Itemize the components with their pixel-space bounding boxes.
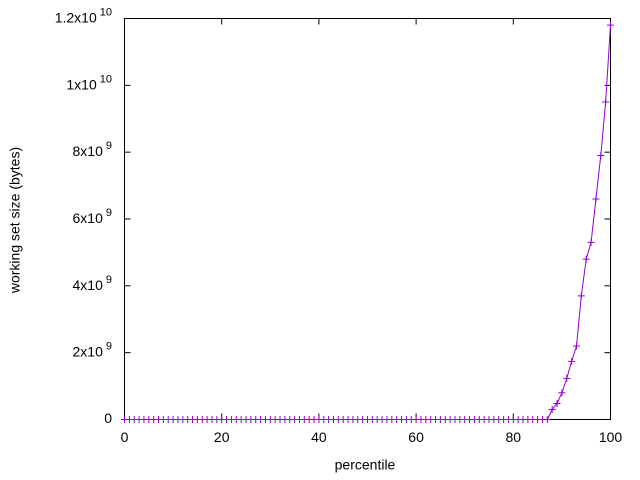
y-tick-base: 6x10 — [73, 210, 104, 226]
point-marker — [563, 374, 571, 382]
y-tick-label: 6x10 9 — [73, 207, 112, 226]
y-tick-label: 1x10 10 — [66, 73, 112, 92]
y-tick-label: 4x10 9 — [73, 274, 112, 293]
y-tick-exponent: 10 — [100, 73, 112, 85]
point-marker — [548, 405, 556, 413]
y-tick-base: 2x10 — [73, 343, 104, 359]
x-tick-label: 40 — [311, 429, 327, 445]
point-marker — [543, 416, 551, 423]
plot-border — [124, 18, 611, 420]
data-line — [124, 25, 611, 420]
y-tick-base: 1.2x10 — [55, 9, 97, 25]
x-axis-label: percentile — [335, 457, 396, 473]
y-tick-base: 1x10 — [66, 76, 97, 92]
y-tick-label: 8x10 9 — [73, 140, 112, 159]
y-tick-base: 8x10 — [73, 143, 104, 159]
point-marker — [607, 21, 614, 29]
point-marker — [587, 238, 595, 246]
point-marker — [602, 98, 610, 106]
x-tick-label: 20 — [214, 429, 230, 445]
y-tick-label: 0 — [104, 410, 112, 426]
x-tick-label: 100 — [599, 429, 623, 445]
y-tick-exponent: 10 — [100, 6, 112, 18]
point-marker — [558, 389, 566, 397]
point-marker — [582, 255, 590, 263]
point-marker — [592, 195, 600, 203]
point-marker — [553, 399, 561, 407]
point-marker — [577, 292, 585, 300]
y-tick-exponent: 9 — [106, 341, 112, 353]
x-tick-label: 80 — [506, 429, 522, 445]
y-tick-label: 2x10 9 — [73, 341, 112, 360]
point-marker — [597, 152, 605, 160]
y-tick-exponent: 9 — [106, 274, 112, 286]
y-tick-label: 1.2x10 10 — [55, 6, 112, 25]
y-axis-label: working set size (bytes) — [7, 147, 23, 294]
y-tick-exponent: 9 — [106, 140, 112, 152]
y-tick-base: 4x10 — [73, 277, 104, 293]
x-tick-label: 60 — [408, 429, 424, 445]
point-marker — [568, 357, 576, 365]
y-tick-exponent: 9 — [106, 207, 112, 219]
x-tick-label: 0 — [121, 429, 129, 445]
point-marker — [572, 342, 580, 350]
